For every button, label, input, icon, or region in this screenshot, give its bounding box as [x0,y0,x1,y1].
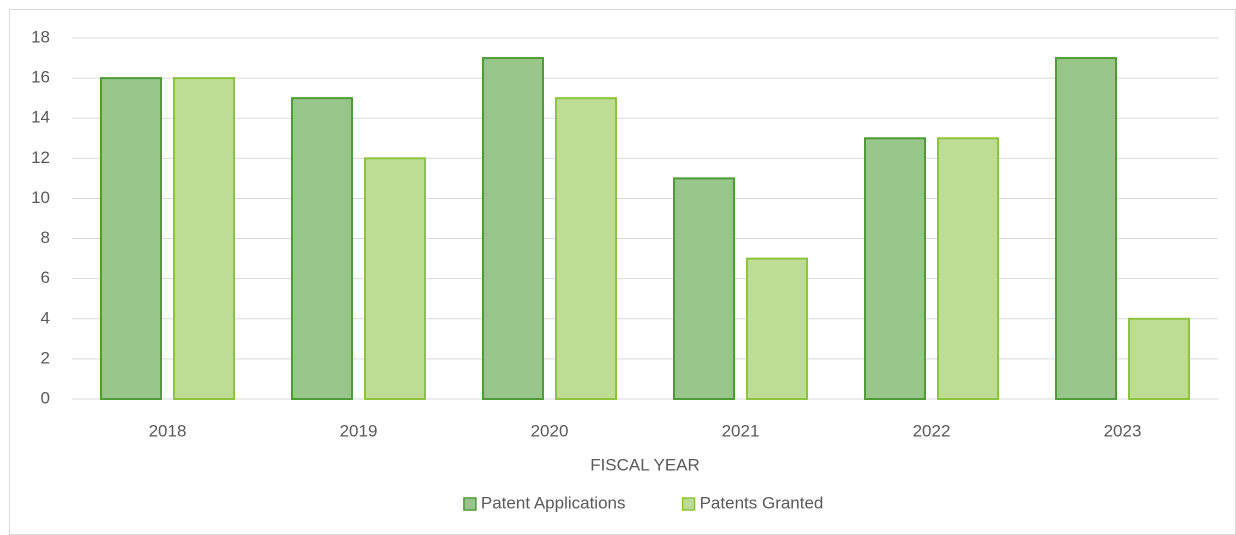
bar [673,177,735,400]
bar [746,257,808,400]
y-tick-label: 12 [31,148,50,167]
y-tick-label: 16 [31,68,50,87]
legend-swatch [681,497,696,511]
x-tick-label: 2018 [149,421,187,440]
bar [291,97,353,401]
x-tick-label: 2022 [913,421,951,440]
bar [864,137,926,400]
bar [1128,317,1190,400]
x-tick-label: 2020 [531,421,569,440]
x-tick-label: 2021 [722,421,760,440]
bar [937,137,999,400]
y-tick-label: 18 [31,27,50,46]
y-tick-label: 4 [41,308,50,327]
bar [1055,57,1117,401]
y-tick-label: 8 [41,228,50,247]
y-tick-label: 0 [41,388,50,407]
y-tick-label: 10 [31,188,50,207]
x-tick-label: 2019 [340,421,378,440]
legend-label: Patents Granted [700,493,824,512]
legend-label: Patent Applications [481,493,626,512]
bar [364,157,426,400]
y-tick-label: 14 [31,108,50,127]
x-axis-label: FISCAL YEAR [590,455,700,474]
bar [173,77,235,400]
y-tick-label: 6 [41,268,50,287]
bar [555,97,617,401]
bar [100,77,162,400]
legend-swatch [463,497,477,511]
bar [482,57,544,401]
y-tick-label: 2 [41,348,50,367]
x-tick-label: 2023 [1104,421,1142,440]
